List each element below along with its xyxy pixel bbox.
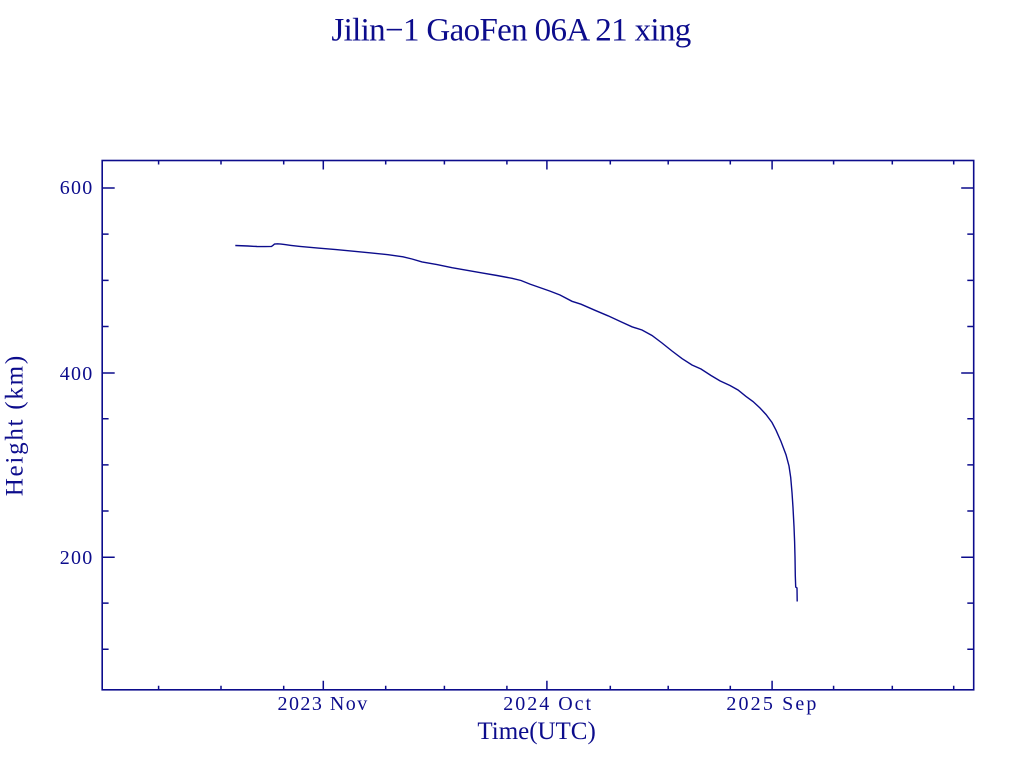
svg-text:400: 400	[60, 363, 93, 385]
svg-text:Jilin−1 GaoFen 06A 21 xing: Jilin−1 GaoFen 06A 21 xing	[331, 13, 691, 49]
svg-text:Time(UTC): Time(UTC)	[477, 718, 595, 745]
svg-text:200: 200	[60, 547, 93, 569]
svg-text:2025 Sep: 2025 Sep	[726, 693, 816, 715]
svg-text:Height (km): Height (km)	[1, 356, 28, 497]
svg-text:600: 600	[60, 177, 93, 199]
svg-text:2024 Oct: 2024 Oct	[503, 693, 591, 715]
